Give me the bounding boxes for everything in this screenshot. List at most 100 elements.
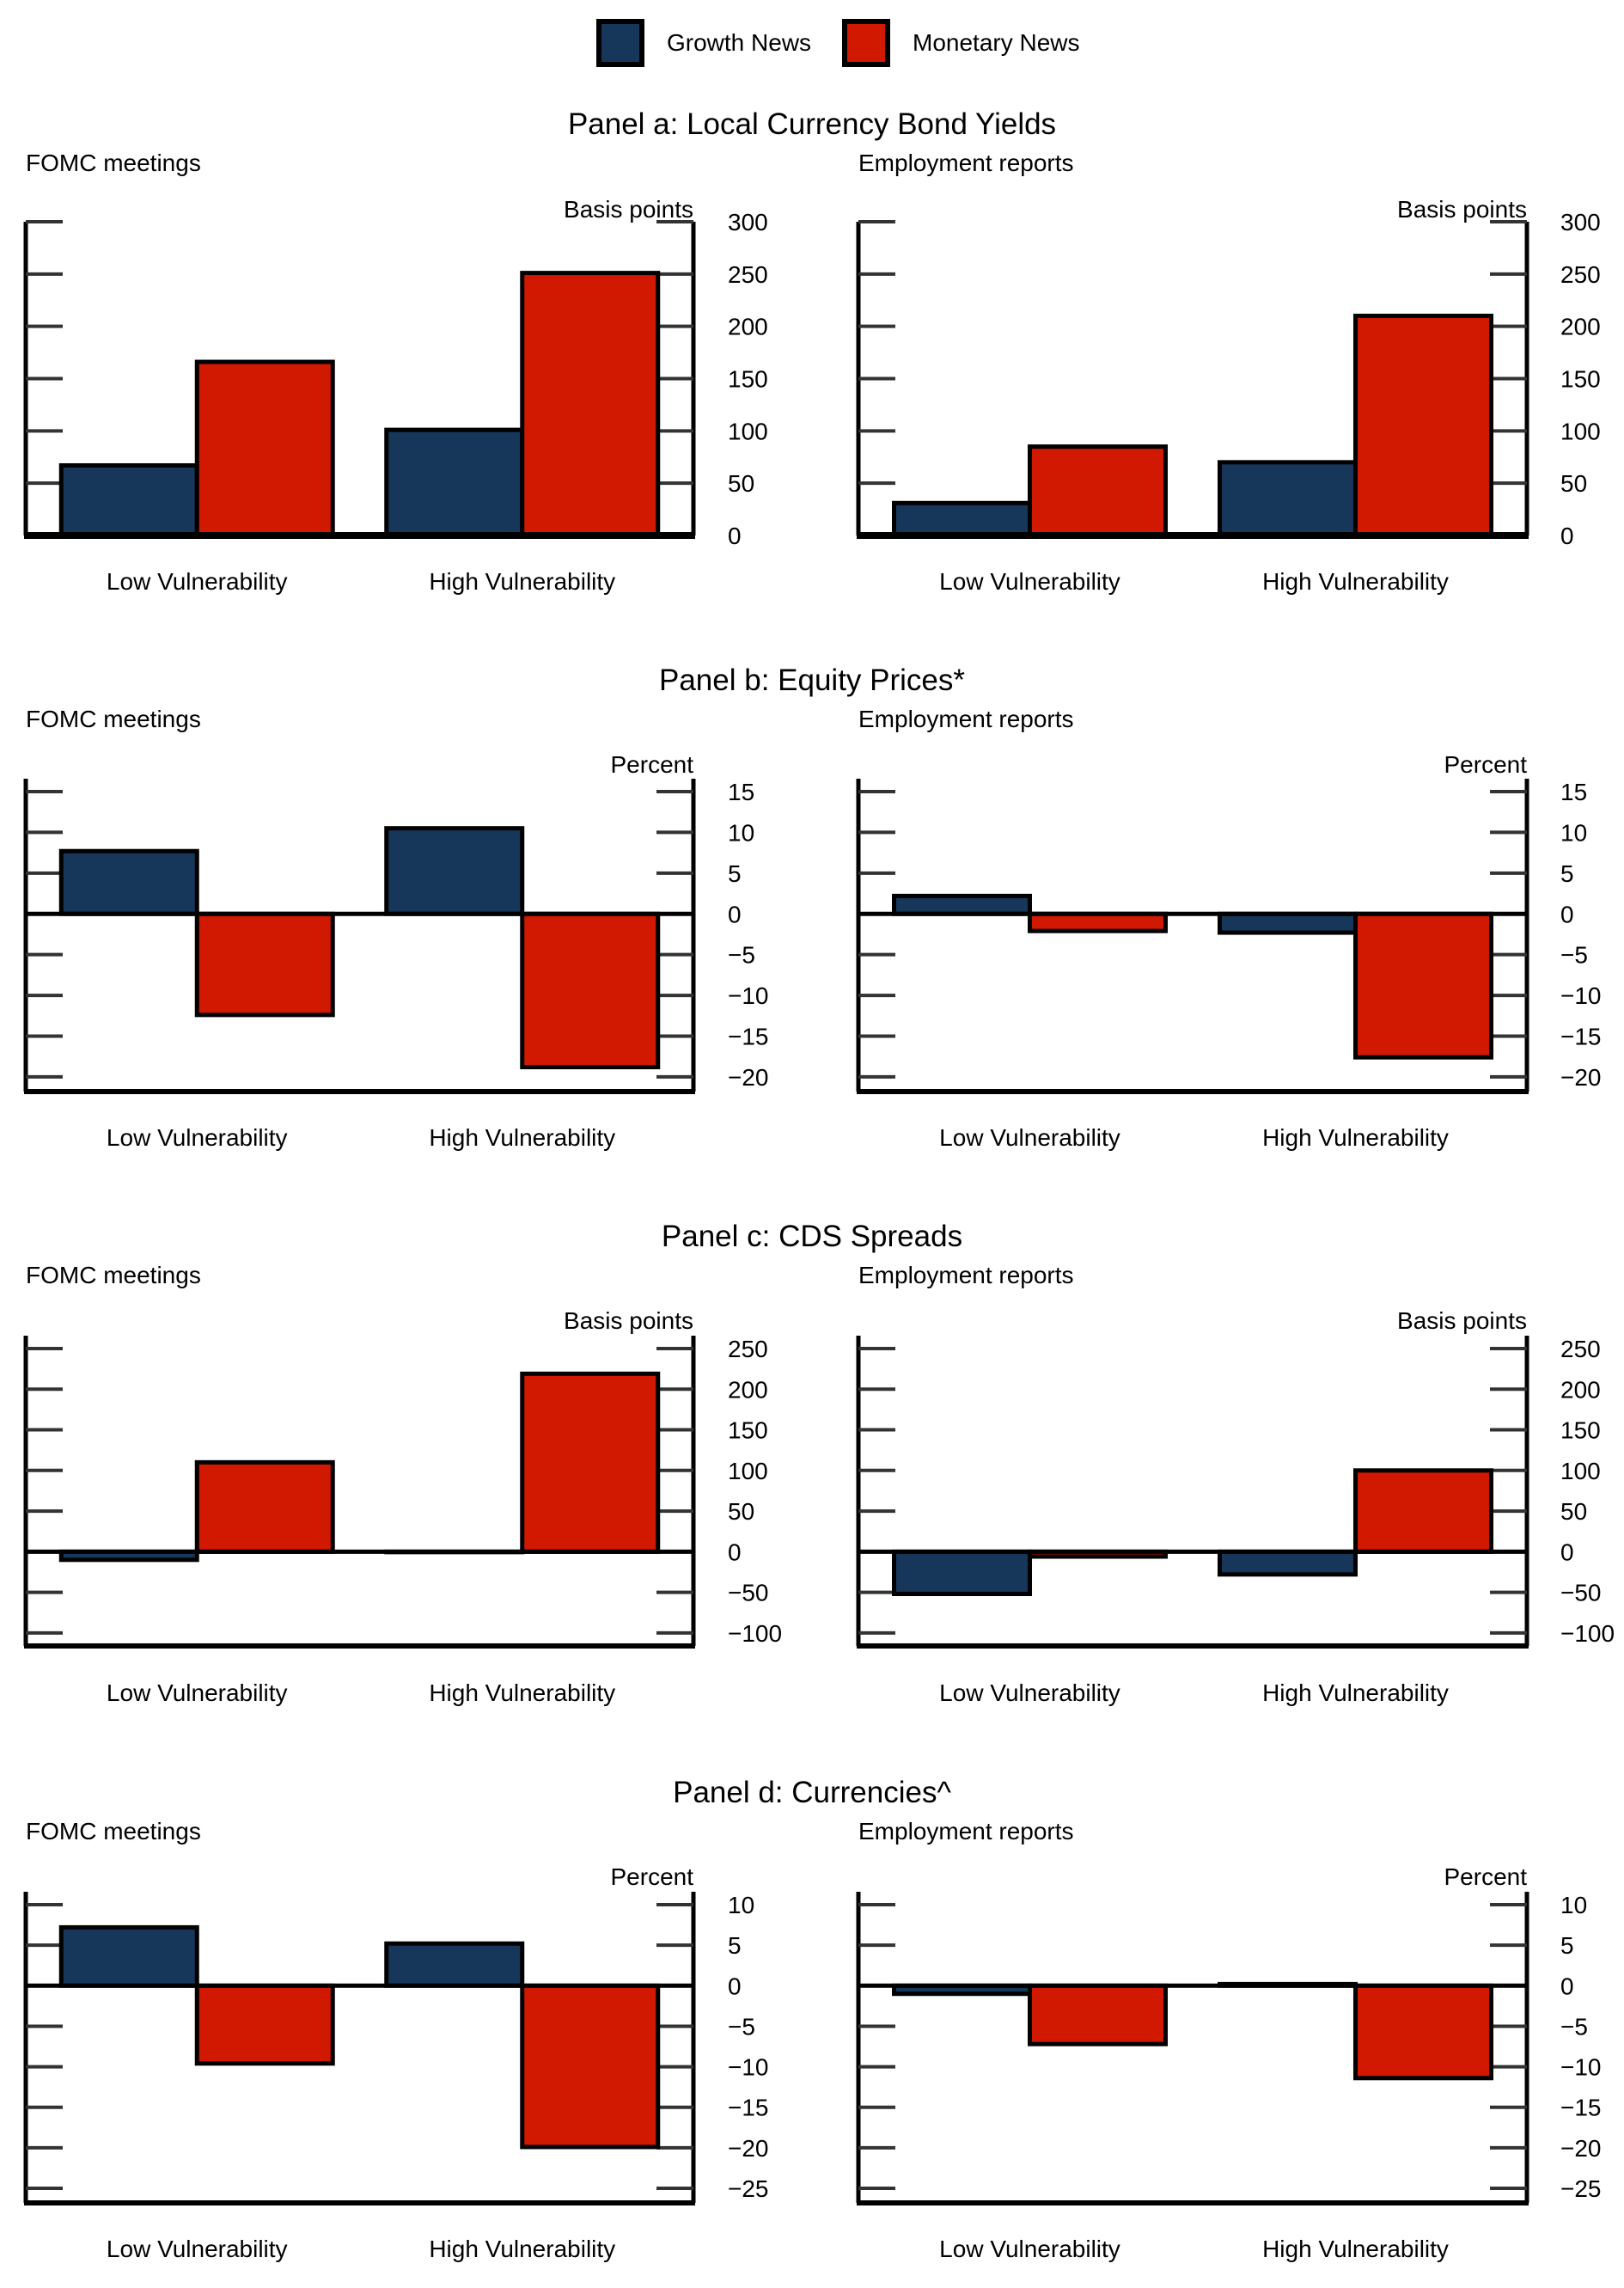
y-tick-label: 100 xyxy=(728,1458,768,1484)
y-tick-label: −10 xyxy=(728,2054,769,2081)
y-tick-label: −100 xyxy=(1560,1620,1615,1647)
y-tick-label: 10 xyxy=(728,819,754,846)
bar-growth-news-low xyxy=(58,848,199,916)
panel-b-left-label: FOMC meetings xyxy=(26,706,201,732)
legend-swatch-growth-news xyxy=(596,19,644,67)
legend-label-monetary-news: Monetary News xyxy=(913,29,1080,56)
bar-growth-news-high xyxy=(384,1941,525,1988)
bar-growth-news-high xyxy=(384,427,525,538)
bar-growth-news-high xyxy=(1218,911,1358,935)
panel-c-left-label: FOMC meetings xyxy=(26,1262,201,1288)
y-tick-label: −15 xyxy=(728,2095,769,2121)
y-axis-unit-label: Percent xyxy=(1444,751,1528,778)
panel-b-right-label: Employment reports xyxy=(858,706,1074,732)
x-category-label: High Vulnerability xyxy=(1262,1679,1449,1706)
legend-label-growth-news: Growth News xyxy=(667,29,812,56)
x-category-label: Low Vulnerability xyxy=(107,1124,288,1151)
y-tick-label: −5 xyxy=(728,2013,755,2040)
y-tick-label: −15 xyxy=(1560,1024,1602,1050)
y-tick-label: 200 xyxy=(728,314,768,340)
y-tick-label: 200 xyxy=(1560,1376,1601,1403)
y-tick-label: 100 xyxy=(1560,418,1601,444)
y-tick-label: 0 xyxy=(728,1539,742,1565)
bar-monetary-news-high xyxy=(520,1983,661,2150)
y-tick-label: 50 xyxy=(1560,470,1587,497)
y-tick-label: 150 xyxy=(1560,1417,1601,1444)
bar-growth-news-low xyxy=(58,1924,199,1988)
y-tick-label: 100 xyxy=(1560,1458,1601,1484)
bar-growth-news-low xyxy=(892,1549,1032,1596)
y-tick-label: 5 xyxy=(728,860,742,887)
y-tick-label: 200 xyxy=(1560,314,1601,340)
legend-item-monetary-news: Monetary News xyxy=(842,19,1080,67)
bar-monetary-news-low xyxy=(194,911,335,1018)
y-tick-label: −10 xyxy=(1560,2054,1602,2081)
y-tick-label: −20 xyxy=(728,1064,769,1091)
x-category-label: Low Vulnerability xyxy=(939,568,1120,595)
legend: Growth News Monetary News xyxy=(0,19,1624,70)
x-category-label: High Vulnerability xyxy=(429,568,615,595)
y-tick-label: 15 xyxy=(728,779,754,805)
panel-a-left-label: FOMC meetings xyxy=(26,150,201,176)
y-tick-label: −25 xyxy=(1560,2175,1602,2202)
legend-item-growth-news: Growth News xyxy=(596,19,811,67)
y-tick-label: 150 xyxy=(728,1417,768,1444)
y-axis-unit-label: Basis points xyxy=(1397,1307,1527,1334)
bar-growth-news-high xyxy=(1218,460,1358,538)
y-tick-label: 100 xyxy=(728,418,768,444)
bar-monetary-news-high xyxy=(1353,314,1493,538)
x-category-label: High Vulnerability xyxy=(429,1124,615,1151)
y-axis-unit-label: Percent xyxy=(611,1863,694,1890)
y-tick-label: 150 xyxy=(1560,366,1601,393)
y-tick-label: 300 xyxy=(1560,209,1601,236)
y-tick-label: −10 xyxy=(1560,982,1602,1009)
y-tick-label: 50 xyxy=(728,470,754,497)
x-category-label: Low Vulnerability xyxy=(107,2236,288,2262)
y-tick-label: −20 xyxy=(1560,1064,1602,1091)
y-axis-unit-label: Percent xyxy=(1444,1863,1528,1890)
y-axis-unit-label: Basis points xyxy=(1397,196,1527,223)
x-category-label: High Vulnerability xyxy=(429,1679,615,1706)
bar-monetary-news-high xyxy=(1353,1983,1493,2081)
bar-monetary-news-low xyxy=(1028,911,1168,933)
y-tick-label: 250 xyxy=(1560,1336,1601,1362)
y-tick-label: 0 xyxy=(728,1973,742,1999)
y-tick-label: 250 xyxy=(1560,261,1601,288)
y-tick-label: −50 xyxy=(1560,1580,1602,1606)
bar-growth-news-high xyxy=(384,826,525,916)
y-tick-label: 10 xyxy=(1560,819,1587,846)
y-tick-label: −25 xyxy=(728,2175,769,2202)
x-category-label: Low Vulnerability xyxy=(107,1679,288,1706)
x-category-label: Low Vulnerability xyxy=(107,568,288,595)
panel-b-title: Panel b: Equity Prices* xyxy=(658,664,965,697)
bar-growth-news-high xyxy=(1218,1549,1358,1577)
y-tick-label: 15 xyxy=(1560,779,1587,805)
y-axis-unit-label: Percent xyxy=(611,751,694,778)
y-tick-label: 200 xyxy=(728,1376,768,1403)
bar-monetary-news-low xyxy=(1028,1983,1168,2046)
y-tick-label: 0 xyxy=(1560,523,1574,549)
panel-d-title: Panel d: Currencies^ xyxy=(673,1776,951,1809)
y-tick-label: 50 xyxy=(728,1498,754,1525)
legend-swatch-monetary-news xyxy=(842,19,890,67)
bar-monetary-news-low xyxy=(194,1459,335,1554)
x-category-label: High Vulnerability xyxy=(1262,2236,1449,2262)
y-tick-label: −5 xyxy=(1560,942,1588,969)
y-tick-label: 0 xyxy=(728,523,742,549)
y-tick-label: −10 xyxy=(728,982,769,1009)
y-tick-label: −5 xyxy=(728,942,755,969)
bar-monetary-news-high xyxy=(520,1371,661,1554)
bar-monetary-news-high xyxy=(520,271,661,538)
x-category-label: High Vulnerability xyxy=(1262,568,1449,595)
y-tick-label: −20 xyxy=(728,2135,769,2162)
y-tick-label: −15 xyxy=(728,1024,769,1050)
y-tick-label: 5 xyxy=(1560,1932,1574,1959)
y-tick-label: 5 xyxy=(728,1932,742,1959)
panel-c-right-label: Employment reports xyxy=(858,1262,1074,1288)
panel-a-title: Panel a: Local Currency Bond Yields xyxy=(567,107,1057,141)
y-tick-label: −20 xyxy=(1560,2135,1602,2162)
bar-growth-news-low xyxy=(58,462,199,538)
y-tick-label: 10 xyxy=(1560,1892,1587,1918)
y-tick-label: 5 xyxy=(1560,860,1574,887)
